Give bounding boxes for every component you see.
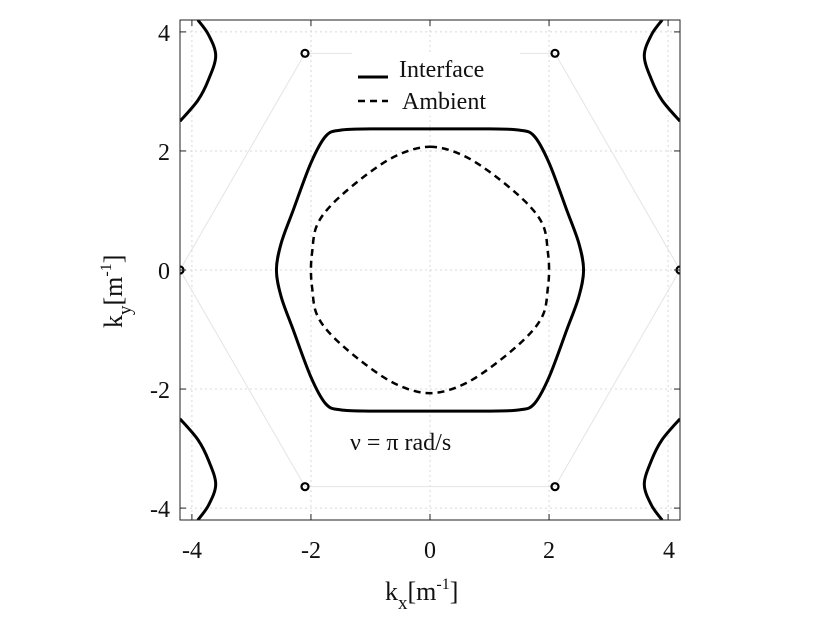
series-line-interface-edge — [642, 20, 680, 123]
series-line-ambient — [309, 145, 551, 395]
legend: Interface Ambient — [352, 52, 520, 116]
series-line-interface-edge — [642, 417, 680, 520]
x-axis-label-unit-open: [m — [408, 577, 437, 606]
grid-lines — [180, 20, 680, 520]
y-axis-label: ky[m-1] — [98, 255, 136, 328]
y-tick-label: -2 — [150, 378, 170, 404]
x-tick-label: 2 — [543, 538, 555, 564]
series-loop-interface — [300, 482, 310, 492]
y-axis-label-unit-open: [m — [99, 277, 128, 306]
x-axis-label-subscript: x — [398, 593, 408, 614]
y-axis-label-base: k — [99, 315, 128, 328]
x-axis-label-base: k — [385, 577, 398, 606]
x-tick-label: -4 — [182, 538, 202, 564]
frequency-annotation: ν = π rad/s — [350, 430, 451, 456]
y-tick-label: 0 — [158, 259, 170, 285]
x-tick-labels: -4 -2 0 2 4 — [182, 538, 675, 564]
x-axis-label: kx[m-1] — [385, 576, 458, 614]
x-axis-label-unit-close: ] — [450, 577, 459, 606]
x-axis-label-superscript: -1 — [436, 576, 449, 593]
series-loop-interface — [550, 482, 560, 492]
x-tick-label: -2 — [301, 538, 321, 564]
y-axis-label-unit-close: ] — [99, 255, 128, 264]
legend-box — [352, 52, 520, 116]
series-loop-interface — [300, 48, 310, 58]
y-axis-label-subscript: y — [115, 305, 136, 315]
y-tick-label: 2 — [158, 140, 170, 166]
x-tick-label: 4 — [663, 538, 675, 564]
x-tick-label: 0 — [424, 538, 436, 564]
legend-label-ambient: Ambient — [402, 89, 486, 115]
series-line-interface-edge — [180, 20, 218, 123]
y-tick-label: 4 — [158, 21, 170, 47]
y-tick-label: -4 — [150, 497, 170, 523]
y-tick-labels: 4 2 0 -2 -4 — [150, 21, 170, 523]
series-line-interface — [274, 127, 586, 413]
plot-series — [180, 20, 680, 520]
plot-axes — [179, 19, 681, 521]
y-axis-label-superscript: -1 — [98, 263, 115, 276]
series-loop-interface — [550, 48, 560, 58]
legend-label-interface: Interface — [399, 57, 484, 83]
series-line-interface-edge — [180, 417, 218, 520]
